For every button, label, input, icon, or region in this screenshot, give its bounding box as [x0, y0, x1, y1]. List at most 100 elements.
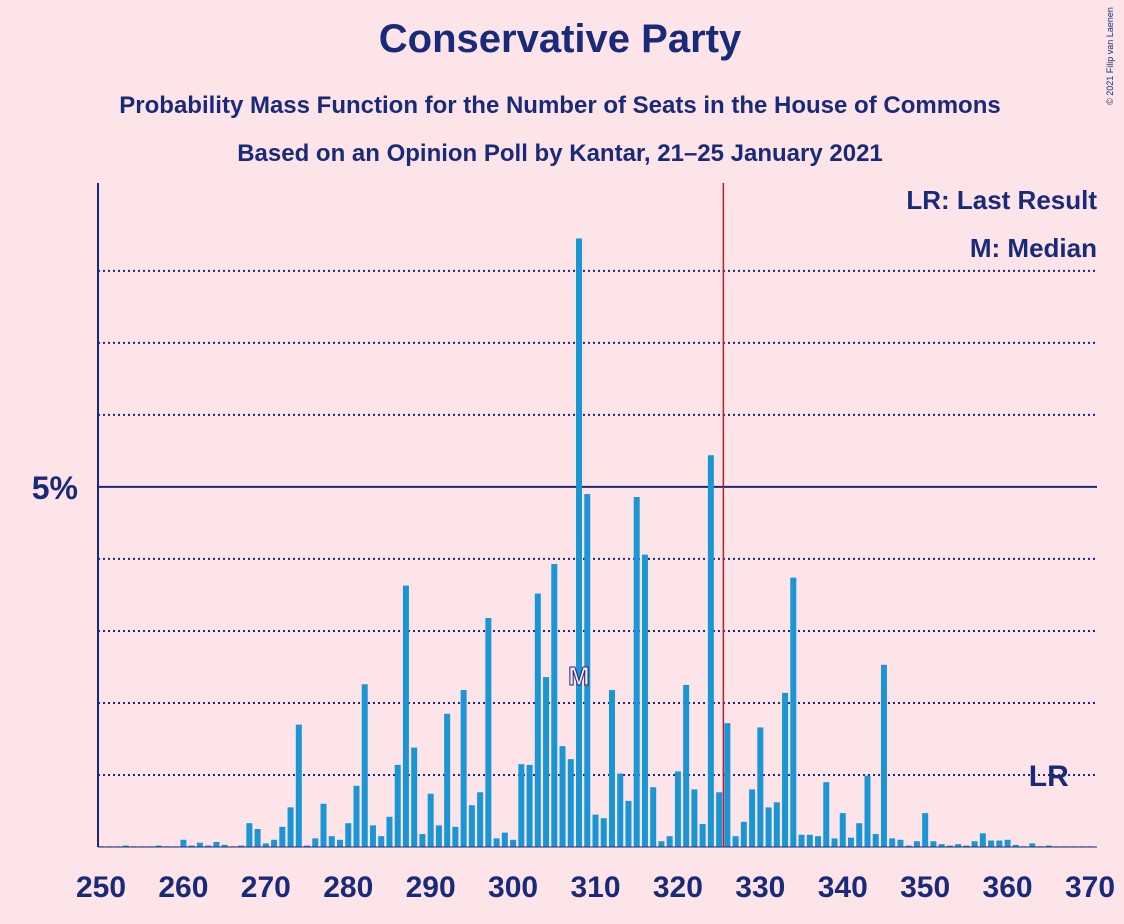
bar — [460, 690, 467, 847]
bar — [856, 823, 863, 847]
bar — [444, 713, 451, 847]
bar — [312, 838, 319, 847]
bar — [518, 764, 525, 847]
bar — [617, 773, 624, 847]
bar — [435, 825, 442, 847]
bar — [955, 844, 962, 847]
bar — [304, 845, 311, 847]
bar — [452, 826, 459, 847]
bar — [1012, 844, 1019, 847]
bar — [864, 775, 871, 847]
bar — [650, 787, 657, 847]
bar — [740, 821, 747, 847]
bar — [880, 664, 887, 847]
x-tick-label: 340 — [818, 871, 868, 904]
bar — [526, 764, 533, 847]
bar — [543, 677, 550, 847]
bar — [773, 802, 780, 847]
bar — [831, 838, 838, 847]
bar — [872, 834, 879, 847]
bar — [584, 494, 591, 847]
legend-entry: M: Median — [970, 233, 1097, 263]
x-tick-label: 370 — [1065, 871, 1115, 904]
bar — [510, 839, 517, 847]
chart-title: Conservative Party — [379, 17, 742, 61]
bar — [625, 800, 632, 847]
bar — [707, 455, 714, 847]
bar — [691, 789, 698, 847]
legend-entry: LR: Last Result — [906, 185, 1097, 215]
bar — [724, 723, 731, 847]
bar — [551, 563, 558, 847]
bar — [493, 838, 500, 847]
bar — [361, 684, 368, 847]
bar — [246, 823, 253, 847]
x-tick-label: 300 — [488, 871, 538, 904]
bar — [328, 836, 335, 847]
y-tick-label: 5% — [32, 470, 78, 506]
x-tick-label: 320 — [653, 871, 703, 904]
x-tick-label: 280 — [323, 871, 373, 904]
bar — [419, 834, 426, 847]
x-tick-label: 310 — [570, 871, 620, 904]
bar — [386, 816, 393, 847]
bar — [353, 785, 360, 847]
bar — [180, 839, 187, 847]
bar — [254, 828, 261, 847]
bar — [337, 839, 344, 847]
bar — [402, 585, 409, 847]
bar — [592, 814, 599, 847]
bar — [971, 841, 978, 847]
x-tick-label: 350 — [900, 871, 950, 904]
bar — [534, 593, 541, 847]
bar — [658, 841, 665, 847]
bar — [806, 834, 813, 847]
bar — [1045, 845, 1052, 847]
bar — [485, 617, 492, 847]
bar — [567, 759, 574, 847]
bar — [674, 771, 681, 847]
bar — [889, 838, 896, 847]
bar — [221, 844, 228, 847]
x-tick-label: 270 — [241, 871, 291, 904]
bar — [477, 792, 484, 847]
bar — [1029, 843, 1036, 847]
bar — [262, 843, 269, 847]
bar — [716, 792, 723, 847]
bar — [608, 690, 615, 847]
bar — [996, 840, 1003, 847]
bar — [394, 764, 401, 847]
x-tick-label: 360 — [983, 871, 1033, 904]
bar — [213, 841, 220, 847]
bar — [633, 496, 640, 847]
bar — [188, 845, 195, 847]
bar — [559, 746, 566, 847]
bar — [749, 789, 756, 847]
bar — [765, 807, 772, 847]
x-tick-label: 250 — [76, 871, 126, 904]
x-tick-label: 290 — [406, 871, 456, 904]
bar — [946, 845, 953, 847]
bar — [279, 826, 286, 847]
bar — [782, 692, 789, 847]
bar — [122, 845, 129, 847]
bar — [979, 833, 986, 847]
bar — [641, 554, 648, 847]
credit: © 2021 Filip van Laenen — [1105, 7, 1115, 105]
bar — [205, 845, 212, 847]
bar — [839, 813, 846, 847]
bar — [847, 837, 854, 847]
bar — [271, 839, 278, 847]
bar — [699, 823, 706, 847]
bar — [905, 845, 912, 847]
bar — [369, 825, 376, 847]
bar — [378, 836, 385, 847]
bar — [666, 836, 673, 847]
bar — [683, 684, 690, 847]
bar — [732, 836, 739, 847]
last-result-marker: LR — [1029, 760, 1069, 793]
bar — [1004, 839, 1011, 847]
bar — [757, 727, 764, 847]
